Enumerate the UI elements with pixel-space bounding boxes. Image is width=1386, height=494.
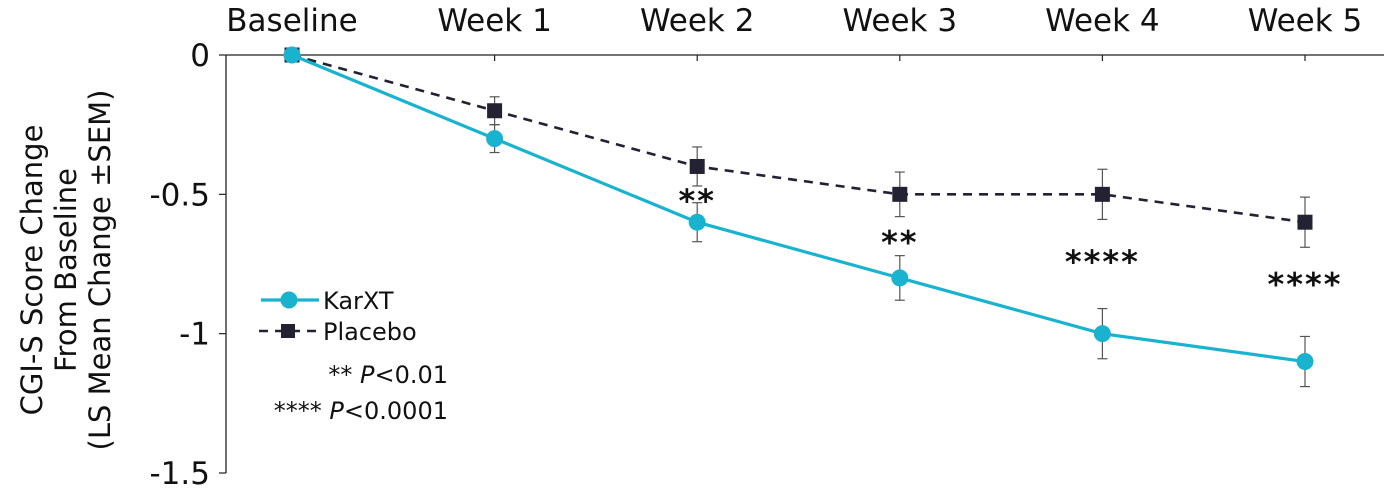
series-line — [291, 53, 1306, 364]
y-tick-labels: 0 -0.5 -1 -1.5 — [150, 38, 211, 492]
data-point — [688, 213, 706, 231]
y-axis-label: CGI-S Score Change From Baseline (LS Mea… — [15, 90, 117, 451]
data-point — [1297, 214, 1313, 230]
y-tick-label: -0.5 — [150, 177, 211, 213]
legend-label-placebo: Placebo — [323, 318, 417, 346]
x-tick-label: Baseline — [226, 3, 357, 39]
significance-label: ** — [678, 182, 715, 220]
significance-label: **** — [1065, 243, 1140, 281]
significance-markers: ************ — [678, 182, 1343, 304]
legend-note-significance: **** P<0.0001 — [274, 397, 448, 425]
x-tick-labels: Baseline Week 1 Week 2 Week 3 Week 4 Week 5 — [226, 3, 1362, 39]
series-line — [291, 53, 1306, 224]
x-tick-label: Week 5 — [1248, 3, 1363, 39]
significance-label: **** — [1268, 266, 1343, 304]
data-point — [1094, 186, 1110, 202]
legend-note-significance: ** P<0.01 — [328, 361, 448, 389]
x-tick-label: Week 1 — [437, 3, 552, 39]
data-point — [1296, 353, 1314, 371]
series-karxt — [283, 46, 1314, 388]
legend-label-karxt: KarXT — [323, 287, 394, 315]
series-placebo — [284, 47, 1313, 248]
x-tick-label: Week 4 — [1045, 3, 1160, 39]
axes — [219, 54, 1384, 474]
data-point — [1093, 325, 1111, 343]
legend-marker-square — [281, 324, 295, 338]
data-point — [689, 158, 705, 174]
series-layer — [283, 46, 1314, 388]
y-tick-label: -1.5 — [150, 456, 211, 492]
x-tick-label: Week 2 — [640, 3, 755, 39]
x-tick-label: Week 3 — [843, 3, 958, 39]
data-point — [892, 186, 908, 202]
legend-item-karxt: KarXT — [261, 287, 394, 315]
legend-marker-circle — [280, 291, 298, 309]
data-point — [891, 269, 909, 287]
y-tick-label: 0 — [190, 38, 210, 74]
legend: KarXT Placebo ** P<0.01 **** P<0.0001 — [259, 287, 448, 425]
data-point — [487, 103, 503, 119]
y-axis-label-line-1: CGI-S Score Change — [15, 125, 49, 416]
y-tick-label: -1 — [179, 317, 210, 353]
data-point — [283, 46, 301, 64]
data-point — [486, 130, 504, 148]
significance-label: ** — [881, 224, 918, 262]
legend-item-placebo: Placebo — [259, 318, 417, 346]
y-axis-label-line-2: From Baseline — [49, 168, 83, 372]
y-axis-label-line-3: (LS Mean Change ±SEM) — [83, 90, 117, 451]
